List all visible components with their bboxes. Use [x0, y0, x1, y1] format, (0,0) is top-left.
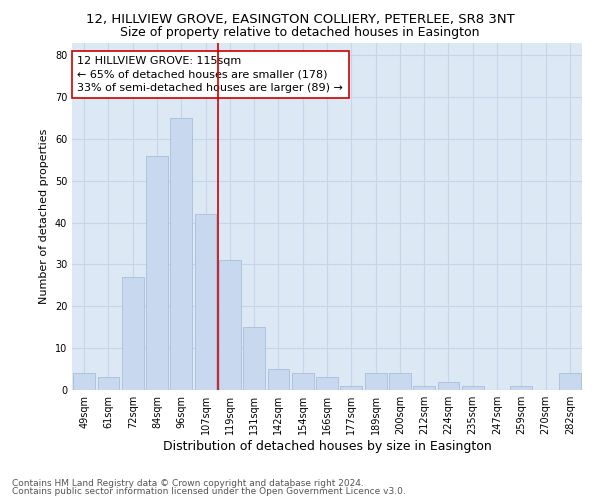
Bar	[340, 386, 362, 390]
Text: Size of property relative to detached houses in Easington: Size of property relative to detached ho…	[120, 26, 480, 39]
Bar	[413, 386, 435, 390]
Bar	[365, 374, 386, 390]
Bar	[268, 369, 289, 390]
Bar	[146, 156, 168, 390]
Bar	[511, 386, 532, 390]
Bar	[97, 378, 119, 390]
X-axis label: Distribution of detached houses by size in Easington: Distribution of detached houses by size …	[163, 440, 491, 453]
Y-axis label: Number of detached properties: Number of detached properties	[39, 128, 49, 304]
Bar	[292, 374, 314, 390]
Bar	[122, 277, 143, 390]
Bar	[219, 260, 241, 390]
Text: 12 HILLVIEW GROVE: 115sqm
← 65% of detached houses are smaller (178)
33% of semi: 12 HILLVIEW GROVE: 115sqm ← 65% of detac…	[77, 56, 343, 93]
Bar	[73, 374, 95, 390]
Bar	[389, 374, 411, 390]
Bar	[559, 374, 581, 390]
Bar	[170, 118, 192, 390]
Bar	[194, 214, 217, 390]
Text: Contains HM Land Registry data © Crown copyright and database right 2024.: Contains HM Land Registry data © Crown c…	[12, 478, 364, 488]
Text: Contains public sector information licensed under the Open Government Licence v3: Contains public sector information licen…	[12, 487, 406, 496]
Bar	[437, 382, 460, 390]
Bar	[462, 386, 484, 390]
Bar	[243, 327, 265, 390]
Bar	[316, 378, 338, 390]
Text: 12, HILLVIEW GROVE, EASINGTON COLLIERY, PETERLEE, SR8 3NT: 12, HILLVIEW GROVE, EASINGTON COLLIERY, …	[86, 12, 514, 26]
